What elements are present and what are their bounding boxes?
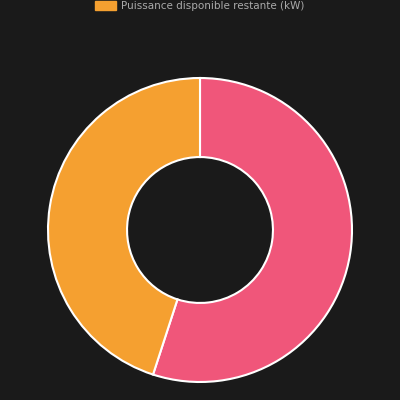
- Wedge shape: [153, 78, 352, 382]
- Legend: Puissance installée (kW), Puissance disponible restante (kW): Puissance installée (kW), Puissance disp…: [92, 0, 308, 14]
- Wedge shape: [48, 78, 200, 374]
